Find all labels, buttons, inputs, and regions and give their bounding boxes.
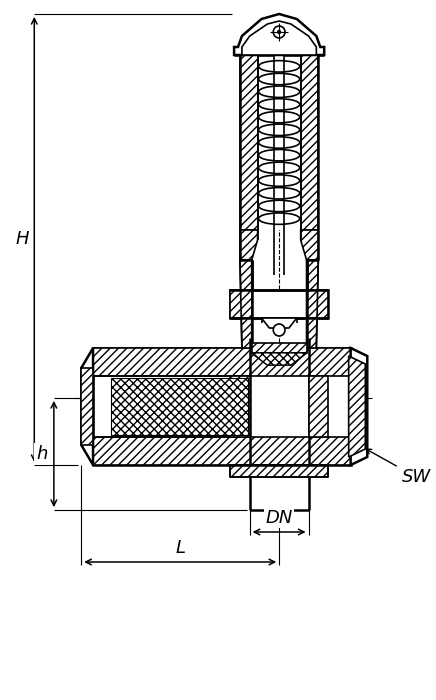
Ellipse shape — [259, 74, 300, 85]
Ellipse shape — [259, 111, 300, 122]
Polygon shape — [81, 348, 93, 465]
Polygon shape — [349, 356, 365, 457]
Text: h: h — [37, 445, 48, 463]
Polygon shape — [240, 55, 258, 230]
Polygon shape — [351, 348, 367, 465]
Polygon shape — [81, 368, 93, 445]
Ellipse shape — [259, 86, 300, 97]
Polygon shape — [307, 290, 328, 318]
Polygon shape — [301, 55, 318, 230]
Polygon shape — [230, 290, 328, 318]
Polygon shape — [307, 260, 318, 348]
Polygon shape — [93, 437, 351, 465]
Circle shape — [273, 324, 285, 336]
Polygon shape — [230, 290, 252, 318]
Text: SW: SW — [366, 449, 431, 486]
Ellipse shape — [259, 99, 300, 110]
Text: DN: DN — [266, 509, 293, 527]
Polygon shape — [250, 465, 309, 510]
Polygon shape — [111, 378, 248, 435]
Polygon shape — [252, 353, 307, 365]
Ellipse shape — [259, 188, 300, 199]
Text: H: H — [16, 230, 29, 248]
Polygon shape — [242, 21, 317, 55]
Polygon shape — [230, 465, 328, 477]
Polygon shape — [252, 353, 307, 365]
Polygon shape — [240, 230, 258, 260]
Polygon shape — [301, 230, 318, 260]
Ellipse shape — [259, 61, 300, 72]
Polygon shape — [234, 14, 324, 55]
Ellipse shape — [259, 136, 300, 148]
Ellipse shape — [259, 200, 300, 211]
Polygon shape — [273, 55, 285, 230]
Circle shape — [278, 31, 281, 34]
Ellipse shape — [259, 213, 300, 225]
Ellipse shape — [259, 150, 300, 161]
Polygon shape — [262, 318, 297, 328]
Circle shape — [273, 26, 285, 38]
Polygon shape — [230, 376, 250, 437]
Ellipse shape — [259, 124, 300, 136]
Polygon shape — [309, 376, 328, 437]
Polygon shape — [93, 348, 351, 376]
Text: L: L — [175, 539, 185, 557]
Polygon shape — [93, 348, 351, 465]
Ellipse shape — [259, 175, 300, 186]
Polygon shape — [240, 260, 252, 348]
Ellipse shape — [259, 162, 300, 174]
Polygon shape — [252, 343, 307, 353]
